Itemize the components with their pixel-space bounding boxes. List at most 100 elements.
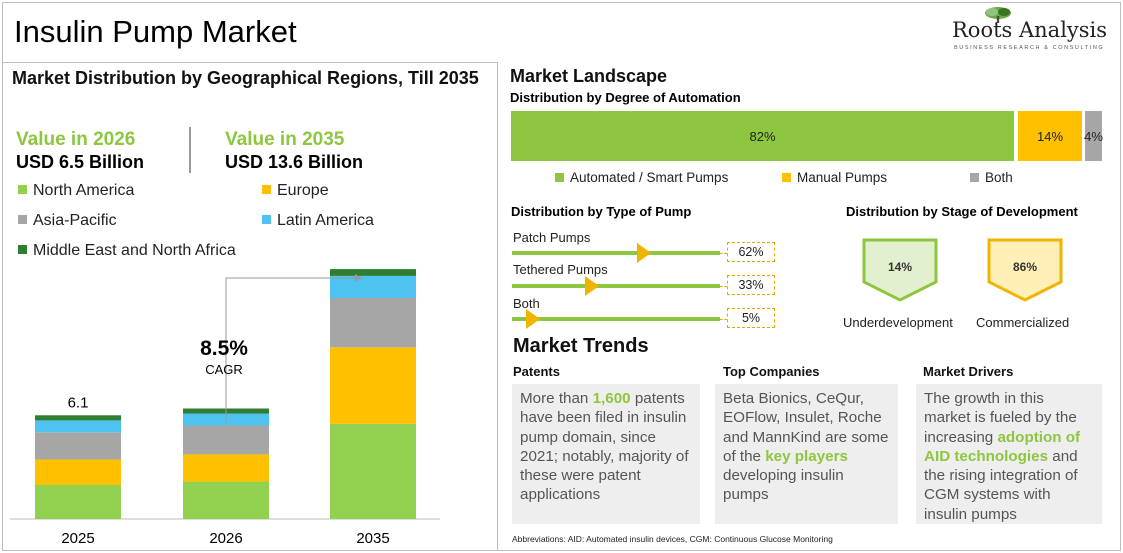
cagr-value: 8.5% (200, 337, 248, 360)
patents-text: patents have been filed in insulin pump … (520, 390, 689, 504)
patents-text: More than (520, 390, 593, 407)
market-trends-title: Market Trends (513, 335, 649, 357)
top-companies-box: Beta Bionics, CeQur, EOFlow, Insulet, Ro… (715, 384, 898, 524)
cagr-arrowhead (355, 274, 362, 282)
tree-icon (985, 7, 1011, 23)
panel-divider (497, 62, 498, 551)
legend-swatch (18, 245, 27, 254)
pump-type-track (512, 251, 720, 255)
bar-segment-2035-2 (330, 298, 416, 348)
commercialized-value: 86% (1012, 260, 1038, 274)
legend-label: Europe (277, 182, 329, 199)
automation-segment-both: 4% (1084, 111, 1103, 161)
pump-type-label: Patch Pumps (513, 230, 591, 245)
legend-label: Asia-Pacific (33, 212, 117, 229)
value-2026-amount: USD 6.5 Billion (16, 152, 145, 172)
legend-swatch (262, 215, 271, 224)
automation-segment-manual: 14% (1018, 111, 1082, 161)
legend-swatch (970, 173, 979, 182)
pump-type-marker (585, 276, 599, 296)
automation-segment-automated: 82% (511, 111, 1014, 161)
bar-segment-2026-0 (183, 481, 269, 519)
pump-type-track (512, 284, 720, 288)
value-2035-label: Value in 2035 (225, 129, 345, 150)
pump-type-label: Both (513, 296, 540, 311)
underdevelopment-shield (862, 238, 938, 302)
bar-segment-2035-1 (330, 347, 416, 424)
automation-title: Distribution by Degree of Automation (510, 90, 741, 105)
cagr-label: CAGR (205, 362, 243, 377)
value-separator (189, 127, 191, 173)
legend-label: Both (985, 170, 1013, 185)
underdevelopment-value: 14% (887, 260, 913, 274)
x-tick-label: 2026 (209, 530, 242, 547)
companies-text: Beta Bionics, CeQur, EOFlow, Insulet, Ro… (723, 390, 889, 465)
legend-middle-east: Middle East and North Africa (18, 242, 236, 260)
bar-segment-2035-0 (330, 423, 416, 519)
legend-latin-america: Latin America (262, 212, 374, 230)
header-divider (2, 62, 497, 63)
patents-highlight: 1,600 (592, 390, 631, 407)
bar-segment-2025-3 (35, 420, 121, 433)
legend-label: Automated / Smart Pumps (570, 170, 729, 185)
market-drivers-box: The growth in this market is fueled by t… (916, 384, 1102, 524)
regional-stacked-bar-chart: 2025 2026 2035 6.1 8.5% CAGR (10, 269, 440, 547)
logo-tagline: BUSINESS RESEARCH & CONSULTING (954, 45, 1105, 51)
pump-type-connector (720, 319, 727, 320)
bar-segment-2035-3 (330, 275, 416, 298)
legend-north-america: North America (18, 182, 134, 200)
underdevelopment-label: Underdevelopment (843, 315, 953, 330)
bar-segment-2025-0 (35, 485, 121, 519)
segment-label: 14% (1036, 128, 1064, 144)
top-companies-heading: Top Companies (723, 364, 820, 379)
pump-type-value: 62% (727, 242, 775, 262)
commercialized-shield (987, 238, 1063, 302)
pump-type-label: Tethered Pumps (513, 262, 608, 277)
legend-label: Manual Pumps (797, 170, 888, 185)
stage-title: Distribution by Stage of Development (846, 204, 1078, 219)
logo-name: Roots Analysis (952, 18, 1108, 42)
companies-highlight: key players (765, 447, 848, 465)
pump-type-marker (526, 309, 540, 329)
bar-segment-2025-4 (35, 415, 121, 421)
legend-swatch (262, 185, 271, 194)
bar-segment-2035-4 (330, 269, 416, 276)
drivers-highlight: adoption of AID technologies (924, 428, 1081, 465)
pump-type-track (512, 317, 720, 321)
bar-segment-2025-1 (35, 459, 121, 485)
patents-box: More than 1,600 patents have been filed … (512, 384, 700, 524)
x-tick-label: 2025 (61, 530, 94, 547)
market-drivers-heading: Market Drivers (923, 364, 1014, 379)
companies-text: developing insulin pumps (723, 467, 844, 504)
legend-label: Latin America (277, 212, 374, 229)
legend-swatch (18, 215, 27, 224)
pump-type-connector (720, 253, 727, 254)
roots-analysis-logo: Roots Analysis BUSINESS RESEARCH & CONSU… (950, 6, 1110, 56)
bar-segment-2026-1 (183, 454, 269, 482)
legend-swatch (782, 173, 791, 182)
geography-section-title: Market Distribution by Geographical Regi… (12, 68, 479, 88)
segment-label: 4% (1084, 128, 1103, 144)
x-tick-label: 2035 (356, 530, 389, 547)
legend-label: North America (33, 182, 135, 199)
value-2035-amount: USD 13.6 Billion (225, 152, 364, 172)
market-landscape-title: Market Landscape (510, 66, 668, 86)
pump-type-value: 5% (727, 308, 775, 328)
legend-label: Middle East and North Africa (33, 242, 236, 259)
abbreviations-footnote: Abbreviations: AID: Automated insulin de… (512, 534, 833, 544)
drivers-text: The growth in this market is fueled by t… (924, 390, 1077, 446)
pump-type-connector (720, 286, 727, 287)
commercialized-label: Commercialized (976, 315, 1070, 330)
legend-swatch (555, 173, 564, 182)
patents-heading: Patents (513, 364, 560, 379)
bar-segment-2025-2 (35, 432, 121, 460)
value-2026-label: Value in 2026 (16, 129, 136, 150)
pump-type-value: 33% (727, 275, 775, 295)
drivers-text: and the rising integration of CGM system… (924, 447, 1078, 523)
legend-asia-pacific: Asia-Pacific (18, 212, 117, 230)
automation-legend-both: Both (970, 170, 1013, 185)
bar-segment-2026-2 (183, 425, 269, 455)
x-tick-group: 2025 2026 2035 6.1 (61, 394, 389, 547)
pump-type-title: Distribution by Type of Pump (511, 204, 692, 219)
